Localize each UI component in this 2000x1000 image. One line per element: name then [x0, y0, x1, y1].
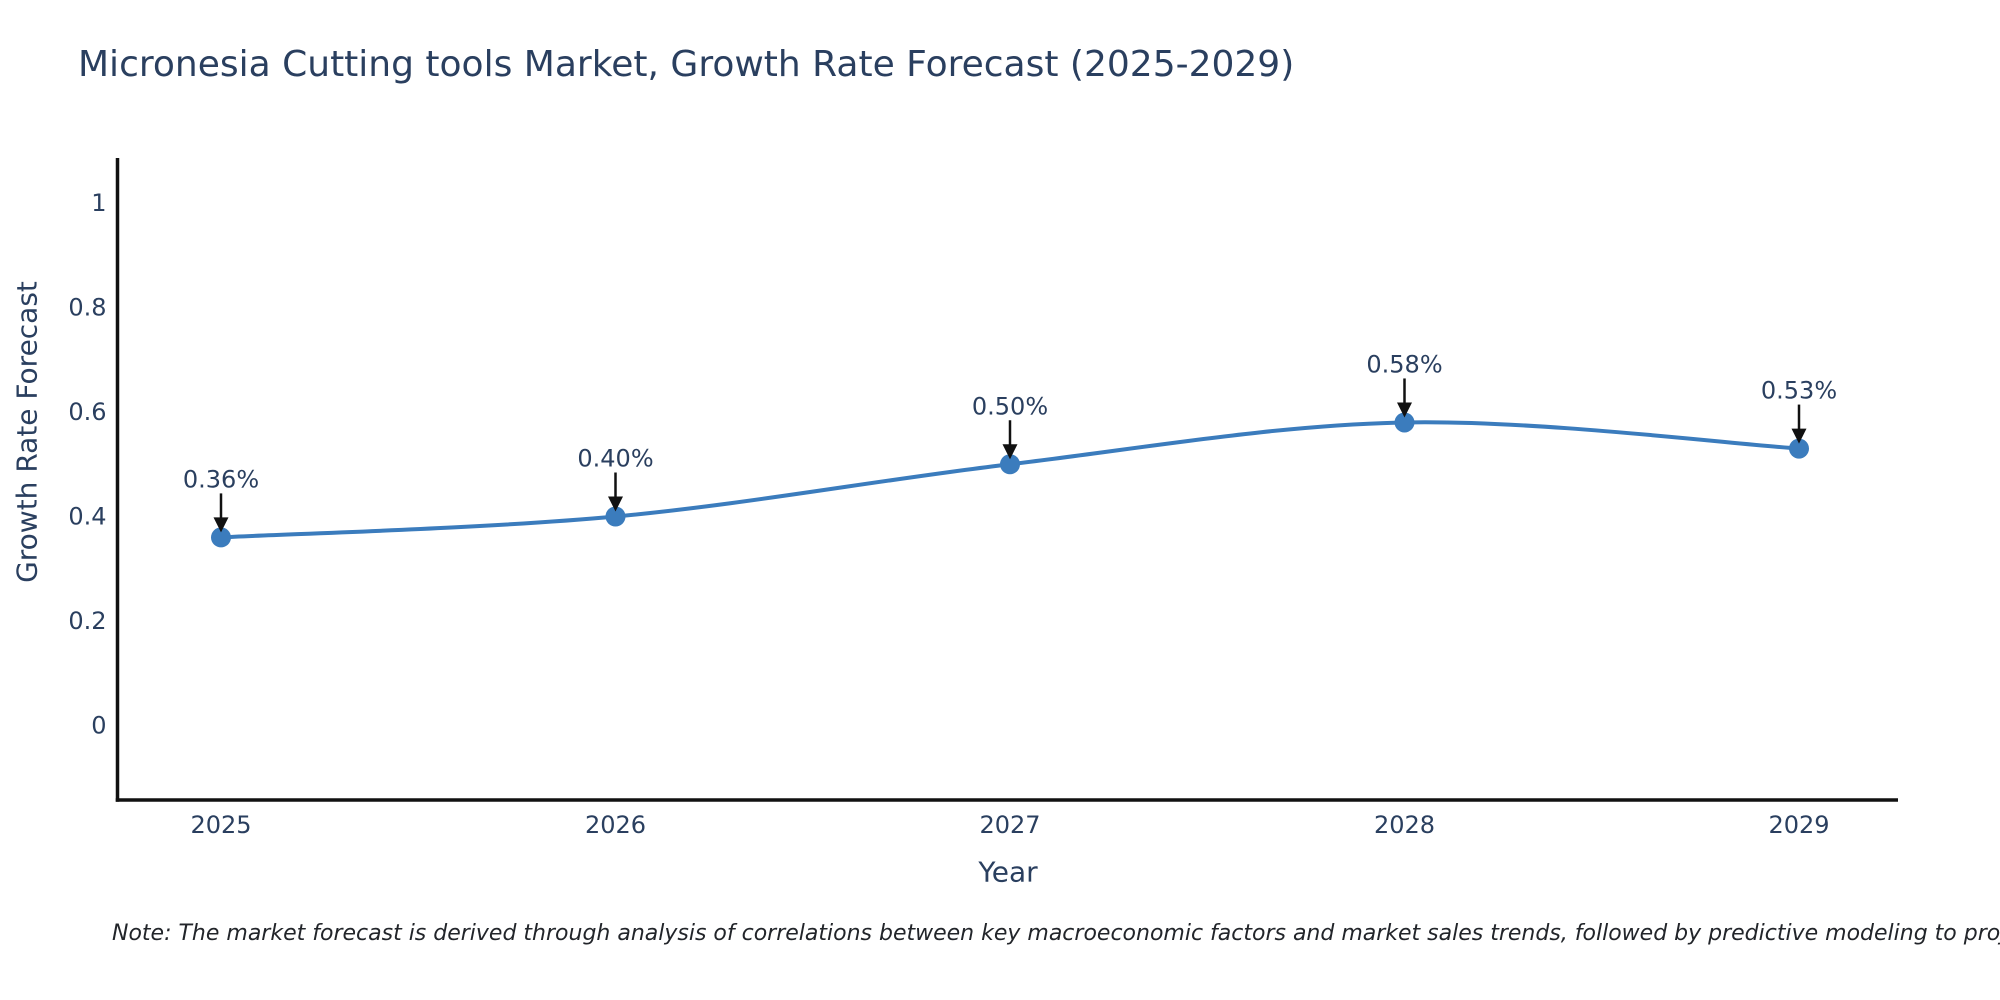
- y-tick-label: 0: [91, 712, 106, 740]
- y-axis-title: Growth Rate Forecast: [10, 281, 44, 583]
- point-annotation-label: 0.58%: [1366, 350, 1442, 378]
- point-annotation-label: 0.40%: [577, 445, 653, 473]
- y-tick-label: 0.4: [68, 503, 106, 531]
- annotation-arrow-head: [608, 496, 623, 512]
- data-point-2025[interactable]: [211, 527, 231, 548]
- y-tick-label: 0.2: [68, 607, 106, 635]
- x-tick-label: 2027: [979, 811, 1040, 839]
- chart-title: Micronesia Cutting tools Market, Growth …: [78, 44, 1295, 85]
- data-point-2029[interactable]: [1789, 438, 1809, 459]
- x-tick-label: 2028: [1374, 811, 1435, 839]
- data-point-2027[interactable]: [1000, 454, 1020, 475]
- data-point-2026[interactable]: [605, 506, 626, 527]
- footnote: Note: The market forecast is derived thr…: [112, 921, 2000, 946]
- annotation-arrow-head: [1791, 428, 1807, 444]
- x-tick-label: 2025: [190, 811, 251, 839]
- x-tick-label: 2029: [1768, 811, 1829, 839]
- y-tick-label: 0.8: [68, 294, 106, 322]
- y-tick-label: 0.6: [68, 398, 106, 426]
- point-annotation-label: 0.53%: [1761, 377, 1837, 405]
- y-tick-label: 1: [91, 189, 106, 217]
- data-point-2028[interactable]: [1394, 412, 1415, 433]
- x-tick-label: 2026: [585, 811, 646, 839]
- annotation-arrow-head: [213, 517, 229, 533]
- annotation-arrow-head: [1002, 444, 1018, 460]
- annotation-arrow-head: [1397, 402, 1412, 418]
- point-annotation-label: 0.36%: [183, 465, 259, 493]
- point-annotation-label: 0.50%: [972, 392, 1048, 420]
- x-axis-title: Year: [978, 855, 1038, 889]
